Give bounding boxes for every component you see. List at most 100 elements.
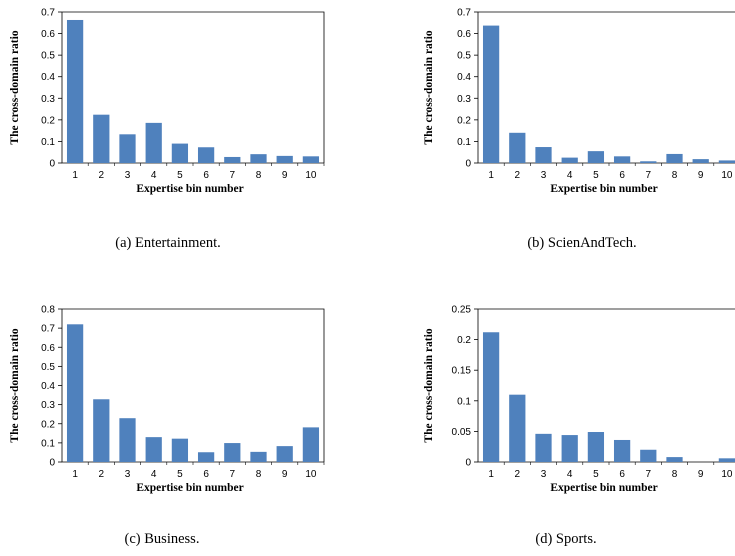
bar-bin-7 — [640, 449, 657, 462]
y-tick-label: 0.5 — [41, 362, 55, 373]
x-tick-label: 9 — [698, 170, 704, 181]
x-tick-label: 2 — [515, 469, 521, 480]
bar-bin-1 — [66, 324, 84, 462]
subfigure-caption: (d) Sports. — [535, 531, 596, 547]
x-axis-title: Expertise bin number — [550, 183, 657, 195]
y-tick-label: 0.5 — [457, 51, 471, 62]
y-tick-label: 0.1 — [457, 396, 471, 407]
x-tick-label: 7 — [646, 469, 652, 480]
bar-bin-6 — [613, 439, 631, 462]
subfigure-caption: (c) Business. — [125, 531, 200, 547]
bar-bin-10 — [302, 156, 320, 163]
bar-bin-9 — [276, 446, 293, 462]
x-axis-title: Expertise bin number — [550, 482, 657, 494]
x-tick-label: 4 — [567, 170, 573, 181]
y-tick-label: 0.2 — [41, 115, 55, 126]
chart-panel-2: 0 0.1 0.2 0.3 0.4 0.5 0.6 0.7 1 2 3 4 5 6 7 8 9 10 Experti… — [423, 8, 735, 251]
y-tick-label: 0.4 — [41, 381, 55, 392]
y-tick-label: 0.15 — [452, 366, 472, 377]
bar-bin-1 — [66, 19, 84, 163]
x-tick-label: 9 — [282, 170, 288, 181]
x-tick-label: 8 — [672, 170, 678, 181]
x-tick-label: 6 — [619, 469, 625, 480]
x-tick-label: 3 — [541, 469, 547, 480]
bar-bin-5 — [171, 143, 189, 163]
x-tick-label: 4 — [151, 469, 157, 480]
bar-bin-2 — [93, 399, 110, 462]
x-tick-label: 1 — [72, 469, 78, 480]
x-tick-label: 1 — [488, 170, 494, 181]
bar-bin-9 — [276, 155, 293, 163]
y-tick-label: 0 — [49, 159, 55, 170]
chart-panel-1: 0 0.1 0.2 0.3 0.4 0.5 0.6 0.7 1 2 3 4 5 6 7 8 9 10 Experti… — [9, 8, 325, 251]
chart-panel-3: 0 0.1 0.2 0.3 0.4 0.5 0.6 0.7 0.8 1 2 3 4 5 6 7 8 9 10 Expe… — [9, 305, 325, 547]
bar-bin-7 — [224, 156, 241, 163]
y-tick-label: 0.2 — [41, 419, 55, 430]
x-tick-label: 5 — [593, 469, 599, 480]
y-tick-label: 0.3 — [457, 94, 471, 105]
bar-bin-4 — [145, 122, 162, 163]
bar-bin-5 — [171, 438, 189, 462]
x-tick-label: 3 — [125, 170, 131, 181]
bar-bin-3 — [535, 433, 552, 462]
y-tick-label: 0 — [465, 159, 471, 170]
y-tick-label: 0.6 — [41, 343, 55, 354]
y-tick-label: 0.4 — [41, 72, 55, 83]
x-tick-label: 6 — [203, 170, 209, 181]
bar-bin-2 — [509, 132, 526, 163]
y-tick-label: 0.2 — [457, 115, 471, 126]
bar-bin-8 — [666, 457, 683, 462]
x-axis-title: Expertise bin number — [136, 183, 243, 195]
y-tick-label: 0 — [49, 458, 55, 469]
y-tick-label: 0.7 — [457, 8, 471, 19]
bar-bin-7 — [640, 161, 657, 163]
y-tick-label: 0.8 — [41, 305, 55, 316]
x-tick-label: 8 — [256, 469, 262, 480]
y-tick-label: 0.1 — [41, 137, 55, 148]
y-axis-title: The cross-domain ratio — [423, 328, 435, 442]
x-tick-label: 9 — [282, 469, 288, 480]
x-tick-label: 3 — [541, 170, 547, 181]
bar-bin-4 — [145, 437, 162, 462]
x-tick-label: 6 — [203, 469, 209, 480]
x-tick-label: 5 — [177, 170, 183, 181]
y-tick-label: 0.7 — [41, 324, 55, 335]
bar-bin-10 — [718, 458, 735, 462]
bar-bin-6 — [613, 156, 631, 163]
x-tick-label: 10 — [721, 469, 733, 480]
y-tick-label: 0.2 — [457, 335, 471, 346]
bar-bin-6 — [197, 147, 215, 163]
x-tick-label: 10 — [305, 469, 317, 480]
y-axis-title: The cross-domain ratio — [423, 30, 435, 144]
x-tick-label: 5 — [593, 170, 599, 181]
x-tick-label: 7 — [230, 469, 236, 480]
y-tick-label: 0 — [465, 458, 471, 469]
x-tick-label: 2 — [99, 469, 105, 480]
x-tick-label: 3 — [125, 469, 131, 480]
x-tick-label: 4 — [567, 469, 573, 480]
x-axis-title: Expertise bin number — [136, 482, 243, 494]
bar-bin-7 — [224, 443, 241, 462]
x-tick-label: 1 — [72, 170, 78, 181]
x-tick-label: 10 — [305, 170, 317, 181]
bar-bin-8 — [250, 154, 267, 163]
y-tick-label: 0.6 — [41, 29, 55, 40]
bar-bin-5 — [587, 151, 605, 163]
x-tick-label: 2 — [515, 170, 521, 181]
y-tick-label: 0.3 — [41, 400, 55, 411]
y-tick-label: 0.3 — [41, 94, 55, 105]
x-tick-label: 9 — [698, 469, 704, 480]
bar-bin-3 — [535, 147, 552, 163]
y-tick-label: 0.7 — [41, 8, 55, 19]
bar-bin-6 — [197, 452, 215, 462]
y-tick-label: 0.25 — [452, 305, 472, 316]
x-tick-label: 1 — [488, 469, 494, 480]
x-tick-label: 8 — [256, 170, 262, 181]
y-tick-label: 0.05 — [452, 427, 472, 438]
x-tick-label: 6 — [619, 170, 625, 181]
bar-bin-2 — [93, 114, 110, 163]
x-tick-label: 2 — [99, 170, 105, 181]
x-tick-label: 4 — [151, 170, 157, 181]
y-tick-label: 0.5 — [41, 51, 55, 62]
